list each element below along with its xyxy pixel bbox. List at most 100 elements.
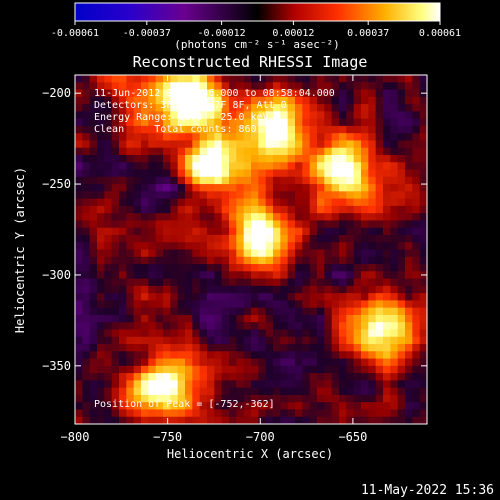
heatmap-cell	[397, 344, 406, 352]
heatmap-cell	[302, 205, 311, 214]
heatmap-cell	[317, 402, 325, 410]
heatmap-cell	[419, 169, 428, 178]
heatmap-cell	[324, 336, 333, 345]
heatmap-cell	[199, 394, 208, 403]
heatmap-cell	[390, 234, 399, 243]
heatmap-cell	[82, 198, 91, 207]
heatmap-cell	[170, 344, 179, 352]
heatmap-cell	[405, 162, 413, 170]
heatmap-cell	[243, 242, 252, 250]
heatmap-cell	[177, 373, 186, 381]
heatmap-cell	[133, 213, 142, 221]
heatmap-cell	[192, 213, 201, 221]
heatmap-cell	[148, 162, 157, 170]
heatmap-cell	[243, 365, 252, 374]
heatmap-cell	[221, 285, 230, 294]
heatmap-cell	[324, 89, 333, 98]
heatmap-cell	[265, 293, 274, 301]
heatmap-cell	[309, 285, 318, 294]
heatmap-cell	[265, 104, 274, 112]
heatmap-cell	[199, 322, 208, 330]
heatmap-cell	[412, 75, 421, 83]
heatmap-cell	[148, 264, 157, 272]
heatmap-cell	[111, 213, 120, 221]
heatmap-cell	[148, 344, 157, 352]
heatmap-cell	[346, 402, 355, 410]
heatmap-cell	[82, 344, 91, 352]
heatmap-cell	[192, 264, 201, 272]
heatmap-cell	[390, 271, 399, 279]
heatmap-cell	[243, 111, 252, 120]
heatmap-cell	[192, 140, 201, 149]
heatmap-cell	[243, 154, 252, 163]
heatmap-cell	[111, 300, 120, 309]
heatmap-cell	[104, 176, 113, 185]
heatmap-cell	[317, 154, 325, 163]
heatmap-cell	[170, 176, 179, 185]
heatmap-cell	[82, 227, 91, 236]
heatmap-cell	[361, 307, 369, 316]
heatmap-cell	[353, 365, 362, 374]
heatmap-cell	[273, 162, 281, 170]
heatmap-cell	[419, 191, 428, 199]
heatmap-cell	[251, 307, 259, 316]
colorbar-units-label: (photons cm⁻² s⁻¹ asec⁻²)	[174, 38, 340, 51]
heatmap-cell	[199, 118, 208, 127]
heatmap-cell	[405, 249, 413, 258]
heatmap-cell	[148, 358, 157, 367]
heatmap-cell	[383, 285, 391, 294]
heatmap-cell	[361, 285, 369, 294]
heatmap-cell	[199, 293, 208, 301]
heatmap-cell	[405, 387, 413, 396]
heatmap-cell	[251, 358, 259, 367]
heatmap-cell	[82, 133, 91, 141]
heatmap-cell	[383, 409, 391, 418]
heatmap-cell	[214, 329, 223, 338]
heatmap-cell	[89, 184, 98, 192]
heatmap-cell	[383, 205, 391, 214]
heatmap-cell	[346, 162, 355, 170]
heatmap-cell	[295, 140, 303, 149]
heatmap-cell	[265, 111, 274, 120]
heatmap-cell	[221, 358, 230, 367]
heatmap-cell	[229, 125, 237, 134]
heatmap-cell	[82, 351, 91, 359]
heatmap-cell	[258, 242, 267, 250]
heatmap-cell	[419, 125, 428, 134]
heatmap-cell	[390, 307, 399, 316]
heatmap-cell	[163, 184, 171, 192]
heatmap-cell	[163, 307, 171, 316]
heatmap-cell	[243, 96, 252, 105]
heatmap-cell	[119, 271, 127, 279]
heatmap-cell	[89, 373, 98, 381]
heatmap-cell	[375, 205, 384, 214]
heatmap-cell	[185, 154, 193, 163]
heatmap-cell	[346, 271, 355, 279]
heatmap-cell	[82, 307, 91, 316]
heatmap-cell	[331, 220, 340, 229]
heatmap-cell	[324, 140, 333, 149]
heatmap-cell	[361, 147, 369, 156]
heatmap-cell	[192, 307, 201, 316]
heatmap-cell	[390, 409, 399, 418]
heatmap-cell	[192, 125, 201, 134]
heatmap-cell	[82, 300, 91, 309]
heatmap-cell	[82, 249, 91, 258]
heatmap-cell	[390, 373, 399, 381]
heatmap-cell	[375, 111, 384, 120]
heatmap-cell	[361, 409, 369, 418]
heatmap-cell	[309, 365, 318, 374]
heatmap-cell	[251, 147, 259, 156]
heatmap-cell	[133, 380, 142, 389]
heatmap-cell	[89, 336, 98, 345]
heatmap-cell	[375, 351, 384, 359]
heatmap-cell	[273, 336, 281, 345]
heatmap-cell	[273, 104, 281, 112]
heatmap-cell	[302, 264, 311, 272]
heatmap-cell	[287, 358, 296, 367]
heatmap-cell	[229, 293, 237, 301]
heatmap-cell	[368, 329, 377, 338]
heatmap-cell	[302, 329, 311, 338]
heatmap-cell	[273, 402, 281, 410]
heatmap-cell	[126, 205, 135, 214]
